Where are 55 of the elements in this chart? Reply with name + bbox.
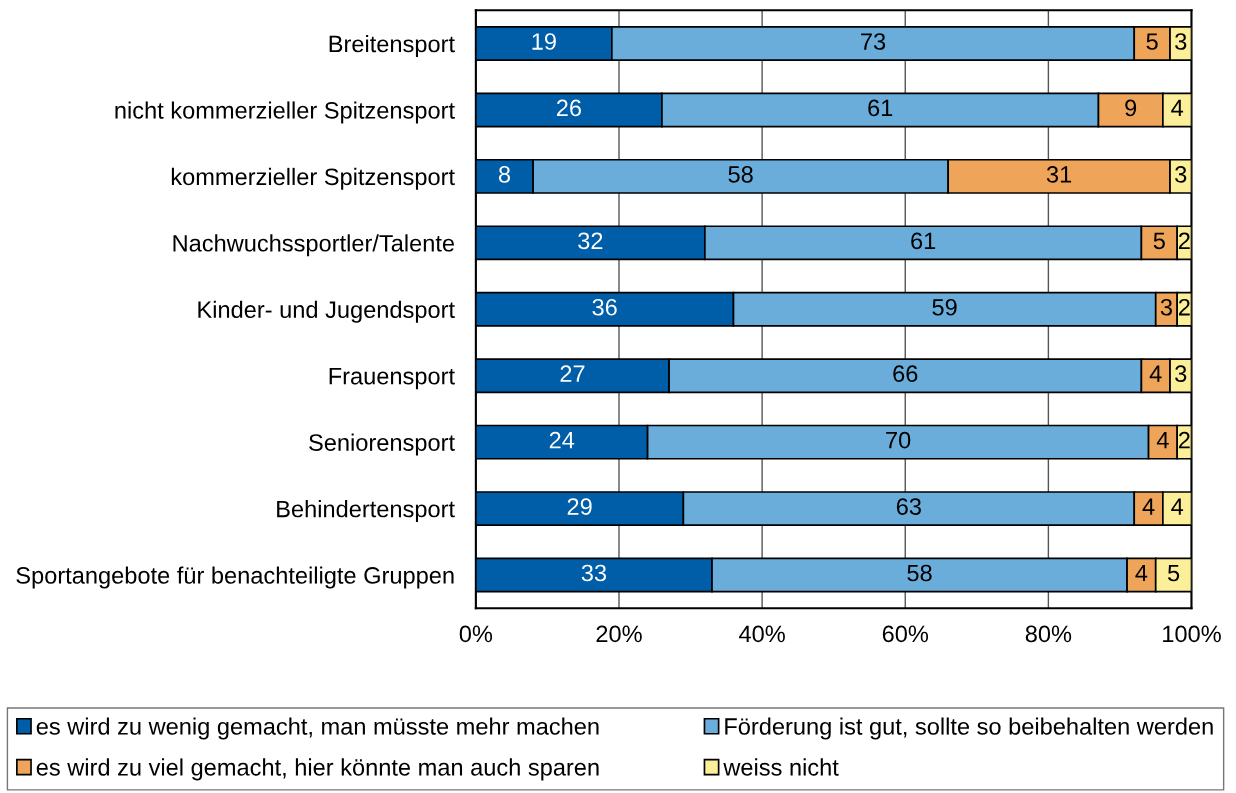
- data-label: 58: [907, 564, 932, 582]
- data-label: 61: [868, 99, 893, 117]
- data-label: 4: [1149, 365, 1162, 382]
- y-tick-label: Kinder- und Jugendsport: [198, 300, 455, 323]
- data-label: 26: [556, 99, 581, 117]
- data-label: 73: [861, 33, 886, 50]
- data-label: 9: [1125, 99, 1137, 117]
- data-label: 5: [1153, 232, 1165, 250]
- y-tick-label: kommerzieller Spitzensport: [171, 167, 455, 190]
- data-label: 4: [1135, 564, 1148, 582]
- data-label: 4: [1171, 99, 1184, 117]
- data-label: 3: [1175, 166, 1187, 183]
- data-label: 2: [1178, 298, 1190, 316]
- data-label: 4: [1156, 432, 1169, 449]
- data-label: 4: [1142, 498, 1155, 515]
- legend-label: Förderung ist gut, sollte so beibehalten werden: [725, 717, 1213, 740]
- y-tick-label: Nachwuchssportler/Talente: [173, 234, 454, 257]
- data-label: 4: [1171, 498, 1184, 515]
- x-tick-label: 100%: [1163, 625, 1221, 643]
- data-label: 5: [1167, 564, 1180, 582]
- legend-label: es wird zu wenig gemacht, man müsste mehr machen: [36, 717, 599, 740]
- y-tick-label: nicht kommerzieller Spitzensport: [115, 101, 455, 124]
- x-tick-label: 20%: [596, 625, 642, 643]
- data-label: 3: [1175, 33, 1187, 50]
- data-label: 36: [592, 298, 617, 316]
- data-label: 3: [1175, 365, 1187, 383]
- data-label: 3: [1160, 298, 1172, 316]
- data-label: 2: [1178, 232, 1190, 249]
- y-tick-label: Behindertensport: [277, 500, 455, 523]
- data-label: 24: [549, 431, 575, 449]
- y-tick-label: Seniorensport: [309, 433, 455, 456]
- data-label: 32: [578, 232, 603, 250]
- data-label: 2: [1178, 431, 1190, 449]
- data-label: 59: [932, 298, 957, 316]
- data-label: 31: [1046, 166, 1072, 183]
- data-label: 66: [893, 365, 918, 383]
- data-label: 61: [911, 232, 936, 250]
- data-label: 33: [581, 564, 607, 582]
- x-tick-label: 0%: [459, 625, 493, 643]
- y-tick-label: Breitensport: [329, 34, 455, 57]
- data-label: 58: [728, 166, 753, 183]
- legend-label: es wird zu viel gemacht, hier könnte man auch sparen: [36, 758, 599, 781]
- y-tick-label: Sportangebote für benachteiligte Gruppen: [16, 566, 454, 589]
- data-label: 29: [567, 498, 592, 515]
- data-label: 70: [886, 431, 911, 449]
- data-label: 63: [896, 498, 921, 515]
- x-tick-label: 60%: [882, 625, 929, 643]
- data-label: 5: [1146, 33, 1158, 50]
- data-label: 27: [560, 365, 585, 382]
- legend-label: weiss nicht: [723, 758, 839, 776]
- x-tick-label: 80%: [1025, 625, 1072, 643]
- x-tick-label: 40%: [739, 625, 785, 643]
- data-label: 19: [532, 33, 556, 50]
- data-label: 8: [498, 166, 511, 183]
- y-tick-label: Frauensport: [329, 368, 455, 390]
